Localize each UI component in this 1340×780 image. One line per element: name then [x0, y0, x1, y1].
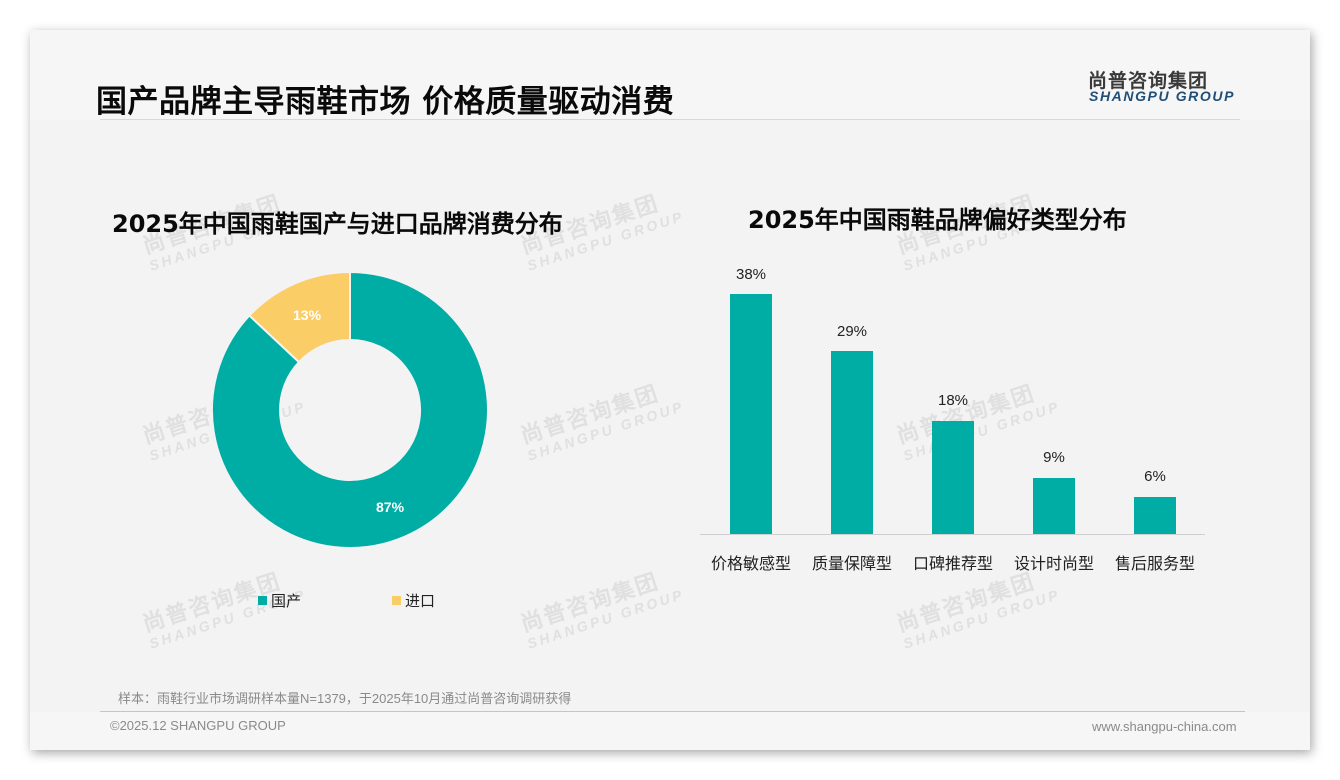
bar-category-label: 口碑推荐型: [912, 556, 993, 573]
header-band: [30, 30, 1310, 120]
bar-design-fashion: [1033, 478, 1075, 534]
logo-text-cn: 尚普咨询集团: [1088, 70, 1209, 92]
legend-item-import: 进口: [392, 590, 435, 611]
title-divider: [100, 119, 1240, 120]
bar-after-sales: [1134, 497, 1176, 534]
bar-value-label: 18%: [937, 392, 969, 409]
donut-chart-graphic: [210, 270, 489, 549]
legend-swatch-icon: [392, 596, 401, 605]
bar-price-sensitive: [730, 294, 772, 534]
donut-slice-domestic: [210, 270, 489, 549]
logo-text-en: SHANGPU GROUP: [1089, 88, 1236, 104]
donut-chart: 13% 87%: [210, 270, 489, 549]
bar-value-label: 38%: [735, 266, 767, 283]
bar-word-of-mouth: [932, 421, 974, 534]
bar-category-label: 质量保障型: [811, 556, 892, 573]
legend-item-domestic: 国产: [258, 590, 301, 611]
bar-value-label: 9%: [1043, 449, 1065, 466]
legend-label: 进口: [405, 593, 436, 610]
bar-category-label: 价格敏感型: [710, 556, 791, 573]
slide: 尚普咨询集团 SHANGPU GROUP 尚普咨询集团 SHANGPU GROUP …: [30, 30, 1310, 750]
bar-chart-title: 2025年中国雨鞋品牌偏好类型分布: [748, 206, 1127, 234]
website-link[interactable]: www.shangpu-china.com: [1092, 719, 1237, 734]
donut-chart-title: 2025年中国雨鞋国产与进口品牌消费分布: [112, 210, 563, 238]
donut-label-domestic: 87%: [376, 499, 405, 515]
bar-category-label: 设计时尚型: [1013, 556, 1094, 573]
sample-note: 样本：雨鞋行业市场调研样本量N=1379，于2025年10月通过尚普咨询调研获得: [118, 691, 572, 706]
page-title: 国产品牌主导雨鞋市场 价格质量驱动消费: [96, 84, 675, 120]
donut-label-import: 13%: [293, 307, 322, 323]
legend-swatch-icon: [258, 596, 267, 605]
legend-label: 国产: [271, 593, 302, 610]
footer-band: [30, 712, 1310, 750]
donut-slice-import: [247, 270, 351, 364]
copyright-text: ©2025.12 SHANGPU GROUP: [110, 718, 286, 733]
bar-value-label: 6%: [1144, 468, 1166, 485]
footer-divider: [100, 711, 1245, 712]
bar-value-label: 29%: [836, 323, 868, 340]
bar-quality-assurance: [831, 351, 873, 534]
x-axis-line: [700, 534, 1205, 535]
bar-category-label: 售后服务型: [1114, 556, 1195, 573]
